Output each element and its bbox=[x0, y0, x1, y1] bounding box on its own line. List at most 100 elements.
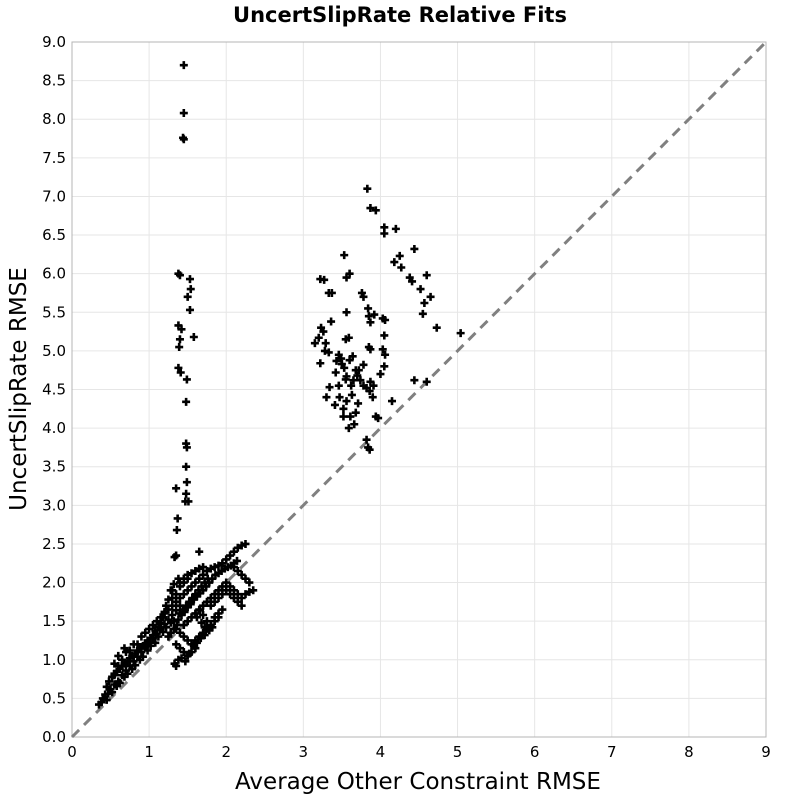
data-point bbox=[340, 363, 349, 372]
data-point bbox=[316, 359, 325, 368]
x-tick-label: 7 bbox=[607, 743, 617, 761]
data-point bbox=[380, 229, 389, 238]
data-point bbox=[347, 390, 356, 399]
data-point bbox=[349, 376, 358, 385]
data-point bbox=[366, 377, 375, 386]
data-point bbox=[172, 484, 181, 493]
data-point bbox=[175, 335, 184, 344]
data-point bbox=[324, 348, 333, 357]
data-point bbox=[346, 412, 355, 421]
data-point bbox=[156, 618, 165, 627]
data-point bbox=[374, 414, 383, 423]
data-point bbox=[354, 399, 363, 408]
x-tick-label: 3 bbox=[299, 743, 309, 761]
data-point bbox=[208, 623, 217, 632]
data-point bbox=[182, 478, 191, 487]
data-point bbox=[391, 224, 400, 233]
data-point bbox=[115, 678, 124, 687]
data-point bbox=[166, 586, 175, 595]
data-point bbox=[196, 606, 205, 615]
data-point bbox=[177, 325, 186, 334]
data-point bbox=[114, 651, 123, 660]
data-point bbox=[241, 539, 250, 548]
y-tick-label: 3.5 bbox=[42, 458, 66, 476]
reference-line bbox=[70, 40, 768, 739]
data-point bbox=[203, 574, 212, 583]
data-point bbox=[182, 443, 191, 452]
x-tick-label: 6 bbox=[530, 743, 540, 761]
y-tick-label: 7.0 bbox=[42, 187, 66, 205]
data-point bbox=[182, 375, 191, 384]
y-tick-label: 7.5 bbox=[42, 149, 66, 167]
data-point bbox=[108, 688, 117, 697]
data-point bbox=[362, 435, 371, 444]
data-point bbox=[335, 393, 344, 402]
data-point bbox=[160, 607, 169, 616]
data-point bbox=[310, 339, 319, 348]
data-point bbox=[359, 360, 368, 369]
data-point bbox=[197, 618, 206, 627]
data-point bbox=[320, 275, 329, 284]
data-point bbox=[154, 632, 163, 641]
y-tick-label: 2.0 bbox=[42, 574, 66, 592]
data-point bbox=[410, 244, 419, 253]
data-point bbox=[183, 574, 192, 583]
data-point bbox=[381, 316, 390, 324]
data-point bbox=[158, 613, 167, 622]
data-point bbox=[192, 613, 201, 622]
data-point bbox=[341, 335, 350, 344]
data-point bbox=[356, 376, 365, 385]
data-point bbox=[456, 329, 465, 338]
data-point bbox=[175, 343, 184, 352]
data-point bbox=[237, 601, 246, 610]
data-point bbox=[380, 362, 389, 371]
data-point bbox=[120, 644, 129, 653]
x-tick-label: 5 bbox=[453, 743, 463, 761]
x-tick-label: 2 bbox=[221, 743, 231, 761]
data-points bbox=[94, 61, 465, 709]
data-point bbox=[172, 661, 181, 670]
y-axis-label: UncertSlipRate RMSE bbox=[6, 267, 32, 511]
data-point bbox=[175, 271, 184, 280]
data-point bbox=[125, 646, 134, 655]
data-point bbox=[195, 547, 204, 556]
data-point bbox=[110, 659, 119, 668]
data-point bbox=[365, 387, 374, 396]
y-tick-label: 1.5 bbox=[42, 612, 66, 630]
data-point bbox=[123, 669, 132, 678]
data-point bbox=[185, 305, 194, 314]
data-point bbox=[348, 352, 357, 361]
data-point bbox=[332, 356, 341, 365]
y-tick-label: 3.0 bbox=[42, 496, 66, 514]
data-point bbox=[368, 393, 377, 402]
data-point bbox=[331, 368, 340, 377]
data-point bbox=[200, 631, 209, 640]
data-point bbox=[185, 275, 194, 284]
data-point bbox=[388, 397, 397, 406]
data-point bbox=[172, 526, 181, 535]
x-axis-ticks: 0 1 2 3 4 5 6 7 8 9 bbox=[67, 743, 771, 761]
data-point bbox=[381, 350, 390, 359]
data-point bbox=[327, 317, 336, 326]
data-point bbox=[327, 288, 336, 297]
data-point bbox=[173, 514, 182, 523]
data-point bbox=[189, 332, 198, 341]
plot-area bbox=[71, 41, 767, 738]
chart-title: UncertSlipRate Relative Fits bbox=[233, 3, 567, 27]
data-point bbox=[179, 135, 188, 144]
data-point bbox=[408, 277, 417, 286]
data-point bbox=[105, 677, 114, 686]
data-point bbox=[351, 366, 360, 375]
data-point bbox=[422, 271, 431, 280]
data-point bbox=[182, 397, 191, 406]
data-point bbox=[151, 626, 160, 635]
data-point bbox=[102, 682, 111, 691]
y-tick-label: 1.0 bbox=[42, 651, 66, 669]
data-point bbox=[322, 393, 331, 402]
data-point bbox=[179, 61, 188, 70]
y-tick-label: 6.0 bbox=[42, 265, 66, 283]
data-point bbox=[353, 371, 362, 380]
y-tick-label: 0.0 bbox=[42, 728, 66, 746]
data-point bbox=[418, 309, 427, 318]
x-tick-label: 8 bbox=[684, 743, 694, 761]
